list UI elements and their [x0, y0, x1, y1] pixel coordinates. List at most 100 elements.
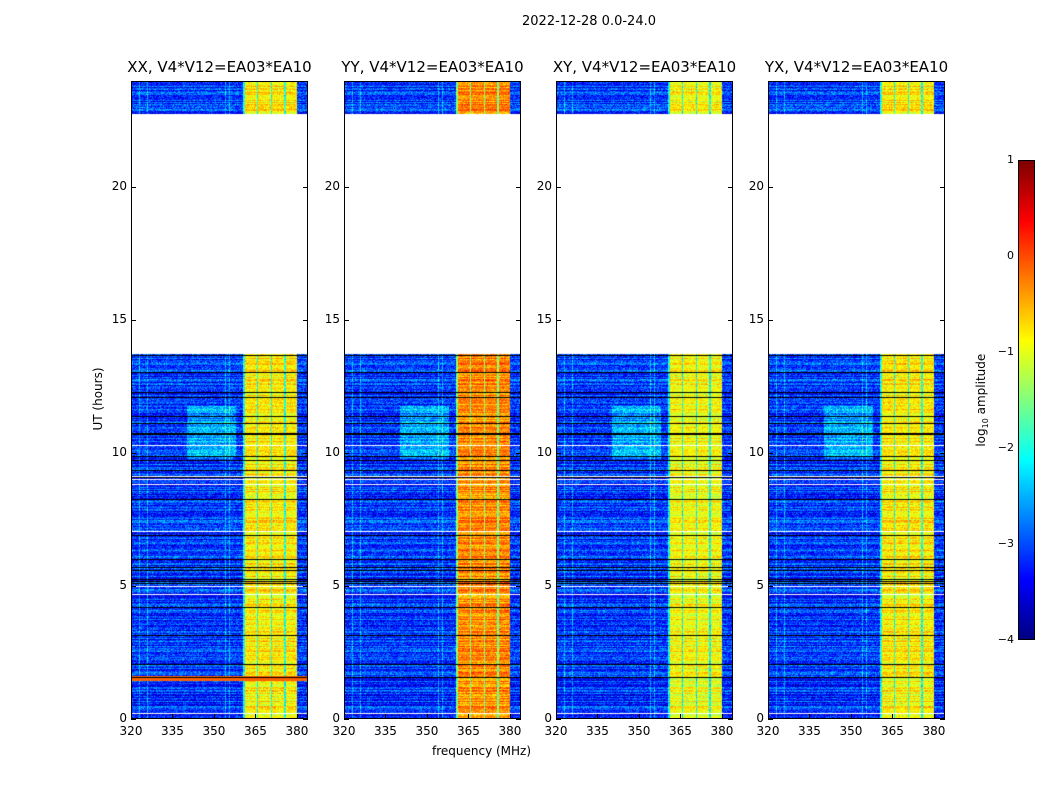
y-tick-mark	[303, 187, 308, 189]
x-tick-mark	[213, 714, 215, 719]
x-tick-mark	[172, 714, 174, 719]
colorbar-label-suffix: amplitude	[973, 353, 988, 419]
x-tick-mark	[892, 714, 894, 719]
y-tick-mark	[940, 187, 945, 189]
x-tick-label: 365	[881, 724, 904, 738]
heatmap-cells	[132, 82, 307, 718]
x-tick-mark	[721, 714, 723, 719]
heatmap-cells	[769, 82, 944, 718]
y-tick-mark	[344, 453, 349, 455]
x-tick-mark	[426, 714, 428, 719]
colorbar-tick-label: 1	[1007, 153, 1014, 166]
x-tick-label: 365	[457, 724, 480, 738]
y-tick-mark	[516, 187, 521, 189]
y-tick-mark	[556, 719, 561, 720]
colorbar-tick-label: −3	[997, 537, 1014, 550]
y-tick-label: 5	[332, 578, 340, 593]
y-tick-label: 5	[544, 578, 552, 593]
x-tick-mark	[509, 714, 511, 719]
y-tick-label: 5	[756, 578, 764, 593]
y-axis-label: UT (hours)	[91, 367, 105, 431]
x-tick-mark	[680, 714, 682, 719]
y-tick-label: 0	[756, 711, 764, 725]
y-tick-label: 15	[324, 312, 340, 327]
x-tick-label: 365	[244, 724, 267, 738]
colorbar-tick-label: −1	[997, 345, 1014, 358]
y-tick-mark	[344, 586, 349, 588]
y-tick-mark	[728, 187, 733, 189]
y-tick-mark	[131, 320, 136, 322]
y-tick-label: 0	[332, 711, 340, 725]
y-tick-label: 5	[119, 578, 127, 593]
panel-title: YX, V4*V12=EA03*EA10	[764, 58, 949, 76]
x-tick-label: 320	[756, 724, 780, 738]
y-tick-mark	[303, 320, 308, 322]
x-tick-mark	[597, 714, 599, 719]
y-tick-mark	[940, 586, 945, 588]
y-tick-label: 10	[324, 445, 340, 460]
y-tick-mark	[768, 586, 773, 588]
y-tick-label: 10	[111, 445, 127, 460]
x-tick-label: 350	[202, 724, 226, 738]
x-tick-label: 380	[922, 724, 946, 738]
y-tick-mark	[516, 320, 521, 322]
y-tick-mark	[303, 453, 308, 455]
y-tick-mark	[344, 187, 349, 189]
waterfall-panel	[131, 81, 308, 719]
figure-title: 2022-12-28 0.0-24.0	[522, 14, 656, 29]
y-tick-label: 10	[748, 445, 764, 460]
y-tick-mark	[768, 320, 773, 322]
x-tick-mark	[850, 714, 852, 719]
y-tick-mark	[516, 586, 521, 588]
x-tick-mark	[296, 714, 298, 719]
y-tick-label: 20	[324, 179, 340, 194]
x-tick-mark	[255, 714, 257, 719]
y-tick-label: 10	[536, 445, 552, 460]
y-tick-label: 20	[748, 179, 764, 194]
x-tick-label: 320	[332, 724, 356, 738]
y-tick-mark	[768, 453, 773, 455]
y-tick-mark	[131, 719, 136, 720]
colorbar-tick-label: 0	[1007, 249, 1014, 262]
y-tick-mark	[728, 453, 733, 455]
y-tick-mark	[131, 187, 136, 189]
x-tick-label: 350	[415, 724, 439, 738]
y-tick-label: 15	[111, 312, 127, 327]
waterfall-panel	[344, 81, 521, 719]
x-tick-label: 380	[498, 724, 522, 738]
panel-title: XY, V4*V12=EA03*EA10	[552, 58, 737, 76]
panel-title: XX, V4*V12=EA03*EA10	[127, 58, 312, 76]
x-tick-label: 335	[161, 724, 184, 738]
x-tick-label: 335	[798, 724, 821, 738]
y-tick-mark	[728, 586, 733, 588]
y-tick-mark	[728, 320, 733, 322]
x-tick-label: 320	[544, 724, 568, 738]
colorbar-tick-label: −2	[997, 441, 1014, 454]
y-tick-label: 15	[748, 312, 764, 327]
y-tick-label: 15	[536, 312, 552, 327]
y-tick-label: 0	[119, 711, 127, 725]
y-tick-mark	[131, 453, 136, 455]
y-tick-mark	[940, 453, 945, 455]
x-tick-mark	[933, 714, 935, 719]
x-tick-mark	[131, 714, 132, 719]
x-tick-label: 350	[627, 724, 651, 738]
x-tick-label: 365	[669, 724, 692, 738]
x-tick-label: 380	[710, 724, 734, 738]
y-tick-mark	[556, 187, 561, 189]
x-tick-mark	[385, 714, 387, 719]
y-tick-label: 20	[536, 179, 552, 194]
y-tick-label: 0	[544, 711, 552, 725]
heatmap-cells	[557, 82, 732, 718]
waterfall-panel	[556, 81, 733, 719]
y-tick-mark	[556, 453, 561, 455]
x-tick-mark	[344, 714, 345, 719]
colorbar-label-sub: 10	[981, 418, 991, 429]
y-tick-mark	[768, 187, 773, 189]
y-tick-mark	[516, 719, 521, 720]
x-tick-mark	[468, 714, 470, 719]
colorbar	[1018, 160, 1035, 640]
y-tick-mark	[556, 320, 561, 322]
x-tick-mark	[768, 714, 769, 719]
